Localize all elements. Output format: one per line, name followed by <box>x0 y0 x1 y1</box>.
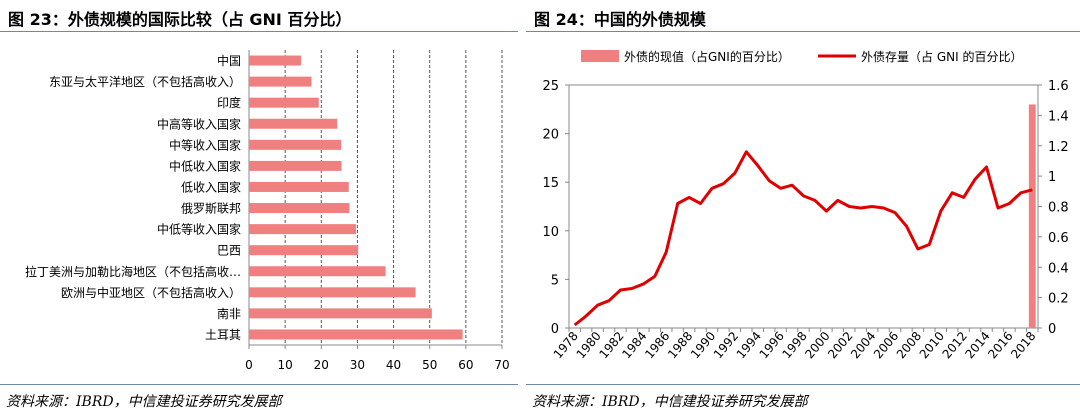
x-tick-label: 2018 <box>1008 329 1038 361</box>
category-label: 东亚与太平洋地区（不包括高收入） <box>49 74 241 89</box>
x-tick-label: 2010 <box>917 329 947 361</box>
category-label: 中高等收入国家 <box>157 116 241 131</box>
legend-label-line: 外债存量（占 GNI 的百分比） <box>861 49 1022 64</box>
x-tick-label: 1998 <box>779 329 809 361</box>
right-combo-chart: 051015202500.20.40.60.811.21.41.61978198… <box>542 49 1069 361</box>
x-tick-label: 1988 <box>665 329 695 361</box>
category-label: 土耳其 <box>205 328 241 342</box>
right-y-tick-label: 0.2 <box>1048 292 1069 307</box>
category-label: 欧洲与中亚地区（不包括高收入） <box>61 285 241 300</box>
right-source-note: 资料来源：IBRD，中信建投证券研究发展部 <box>532 394 808 410</box>
right-y-tick-label: 1.4 <box>1048 109 1069 124</box>
right-y-tick-label: 0.8 <box>1048 201 1069 216</box>
bar <box>249 329 463 340</box>
x-tick-label: 1984 <box>619 329 649 361</box>
left-y-tick-label: 0 <box>551 322 559 337</box>
x-tick-label: 50 <box>422 358 437 372</box>
bar <box>1028 104 1036 328</box>
right-chart-title: 图 24：中国的外债规模 <box>534 10 706 29</box>
bar <box>249 266 386 277</box>
category-label: 中等收入国家 <box>169 137 241 152</box>
line-series-path <box>573 150 1033 327</box>
x-tick-label: 1980 <box>574 329 604 361</box>
bar <box>249 118 338 129</box>
left-footer-rule <box>0 384 518 385</box>
x-tick-label: 10 <box>278 358 293 372</box>
bar <box>249 139 342 150</box>
bar <box>249 97 319 108</box>
category-label: 中国 <box>217 53 241 68</box>
legend-label-bar: 外债的现值（占GNI的百分比） <box>624 49 790 64</box>
x-tick-label: 60 <box>458 358 473 372</box>
x-tick-label: 20 <box>314 358 329 372</box>
category-label: 拉丁美洲与加勒比海地区（不包括高收… <box>25 264 241 279</box>
x-tick-label: 2002 <box>825 329 855 361</box>
x-tick-label: 1982 <box>596 329 626 361</box>
bar <box>249 308 432 319</box>
bar <box>249 55 302 66</box>
category-label: 巴西 <box>217 244 241 258</box>
x-tick-label: 1986 <box>642 329 672 361</box>
x-tick-label: 2004 <box>848 329 878 361</box>
right-y-tick-label: 1 <box>1048 170 1056 185</box>
left-y-tick-label: 15 <box>542 176 559 191</box>
bar <box>249 76 312 87</box>
x-tick-label: 30 <box>350 358 365 372</box>
category-label: 南非 <box>217 306 241 321</box>
right-y-tick-label: 0.4 <box>1048 261 1069 276</box>
left-title-rule <box>0 31 518 32</box>
bar <box>249 287 416 298</box>
right-title-rule <box>526 31 1080 32</box>
x-tick-label: 70 <box>494 358 509 372</box>
bar <box>249 160 342 171</box>
left-chart-panel: 图 23：外债规模的国际比较（占 GNI 百分比） 中国东亚与太平洋地区（不包括… <box>0 0 532 417</box>
x-tick-label: 40 <box>386 358 401 372</box>
bar <box>249 181 349 192</box>
left-chart-title: 图 23：外债规模的国际比较（占 GNI 百分比） <box>8 10 352 29</box>
category-label: 印度 <box>217 95 241 110</box>
x-tick-label: 1996 <box>757 329 787 361</box>
right-footer-rule <box>526 384 1080 385</box>
bar <box>249 203 350 214</box>
x-tick-label: 0 <box>245 358 253 372</box>
left-y-tick-label: 5 <box>551 273 559 288</box>
right-y-tick-label: 1.6 <box>1048 79 1069 94</box>
x-tick-label: 1992 <box>711 329 741 361</box>
legend-swatch-bar <box>581 50 619 62</box>
category-label: 中低收入国家 <box>169 158 241 173</box>
left-source-note: 资料来源：IBRD，中信建投证券研究发展部 <box>6 394 282 410</box>
plot-frame <box>568 84 1039 329</box>
x-tick-label: 2016 <box>985 329 1015 361</box>
x-tick-label: 2014 <box>962 329 992 361</box>
left-y-tick-label: 20 <box>542 128 559 143</box>
left-y-tick-label: 25 <box>542 79 559 94</box>
bar <box>249 245 359 256</box>
right-y-tick-label: 0 <box>1048 322 1056 337</box>
x-tick-label: 2012 <box>940 329 970 361</box>
right-y-tick-label: 1.2 <box>1048 140 1069 155</box>
right-y-tick-label: 0.6 <box>1048 231 1069 246</box>
bar <box>249 224 356 235</box>
category-label: 俄罗斯联邦 <box>181 202 241 216</box>
left-y-tick-label: 10 <box>542 225 559 240</box>
category-label: 低收入国家 <box>181 179 241 194</box>
x-tick-label: 2006 <box>871 329 901 361</box>
x-tick-label: 2000 <box>802 329 832 361</box>
x-tick-label: 1994 <box>734 329 764 361</box>
right-chart-panel: 图 24：中国的外债规模 0 5 10 15 20 25 0 0.2 0.4 0.6 0.8 1 1.2… <box>526 0 1080 417</box>
category-label: 中低等收入国家 <box>157 222 241 237</box>
x-tick-label: 2008 <box>894 329 924 361</box>
x-tick-label: 1990 <box>688 329 718 361</box>
